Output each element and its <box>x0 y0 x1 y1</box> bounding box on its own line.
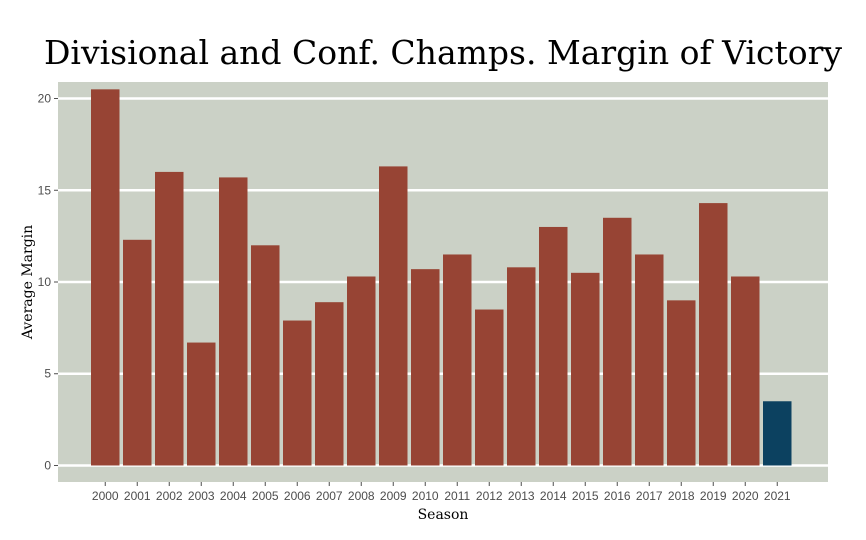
x-tick-label-2014: 2014 <box>540 489 567 503</box>
bar-2018 <box>667 300 696 466</box>
bar-2006 <box>283 320 312 466</box>
bar-2011 <box>443 254 472 466</box>
x-tick-label-2006: 2006 <box>284 489 311 503</box>
x-tick-label-2012: 2012 <box>476 489 503 503</box>
y-tick-label-20: 20 <box>38 92 52 106</box>
y-axis-title: Average Margin <box>20 225 36 340</box>
x-tick-label-2017: 2017 <box>636 489 663 503</box>
y-tick-label-15: 15 <box>38 183 52 197</box>
x-tick-label-2002: 2002 <box>156 489 183 503</box>
bar-2002 <box>155 171 184 466</box>
x-tick-label-2005: 2005 <box>252 489 279 503</box>
x-tick-label-2003: 2003 <box>188 489 215 503</box>
y-tick-label-5: 5 <box>44 367 51 381</box>
x-tick-label-2009: 2009 <box>380 489 407 503</box>
x-tick-label-2018: 2018 <box>668 489 695 503</box>
bar-2017 <box>635 254 664 466</box>
bar-2004 <box>219 177 248 466</box>
y-tick-label-0: 0 <box>44 458 51 472</box>
x-tick-label-2011: 2011 <box>444 489 470 503</box>
bar-2005 <box>251 245 280 466</box>
bar-2012 <box>475 309 504 466</box>
bar-2021 <box>763 401 792 466</box>
bar-2020 <box>731 276 760 466</box>
x-tick-label-2013: 2013 <box>508 489 535 503</box>
x-axis-title: Season <box>418 507 469 523</box>
bar-2009 <box>379 166 408 466</box>
y-tick-label-10: 10 <box>38 275 52 289</box>
chart-title: Divisional and Conf. Champs. Margin of V… <box>44 33 842 72</box>
x-tick-label-2008: 2008 <box>348 489 375 503</box>
x-tick-label-2010: 2010 <box>412 489 439 503</box>
x-tick-label-2004: 2004 <box>220 489 247 503</box>
x-tick-label-2019: 2019 <box>700 489 727 503</box>
x-tick-label-2016: 2016 <box>604 489 631 503</box>
x-tick-label-2021: 2021 <box>764 489 791 503</box>
x-tick-label-2020: 2020 <box>732 489 759 503</box>
x-tick-label-2007: 2007 <box>316 489 343 503</box>
bars <box>91 89 792 466</box>
bar-2008 <box>347 276 376 466</box>
bar-2000 <box>91 89 120 466</box>
bar-2015 <box>571 272 600 466</box>
x-tick-label-2015: 2015 <box>572 489 599 503</box>
bar-2010 <box>411 269 440 466</box>
bar-2019 <box>699 203 728 466</box>
bar-2001 <box>123 239 152 466</box>
bar-2007 <box>315 302 344 466</box>
bar-2016 <box>603 217 632 466</box>
x-tick-label-2000: 2000 <box>92 489 119 503</box>
bar-2014 <box>539 226 568 466</box>
y-axis-ticks: 0 5 10 15 20 <box>38 92 58 472</box>
x-axis-ticks: 2000 2001 2002 2003 2004 2005 2006 2007 2008 2009… <box>92 482 791 503</box>
bar-2003 <box>187 342 216 466</box>
x-tick-label-2001: 2001 <box>124 489 151 503</box>
bar-2013 <box>507 267 536 466</box>
